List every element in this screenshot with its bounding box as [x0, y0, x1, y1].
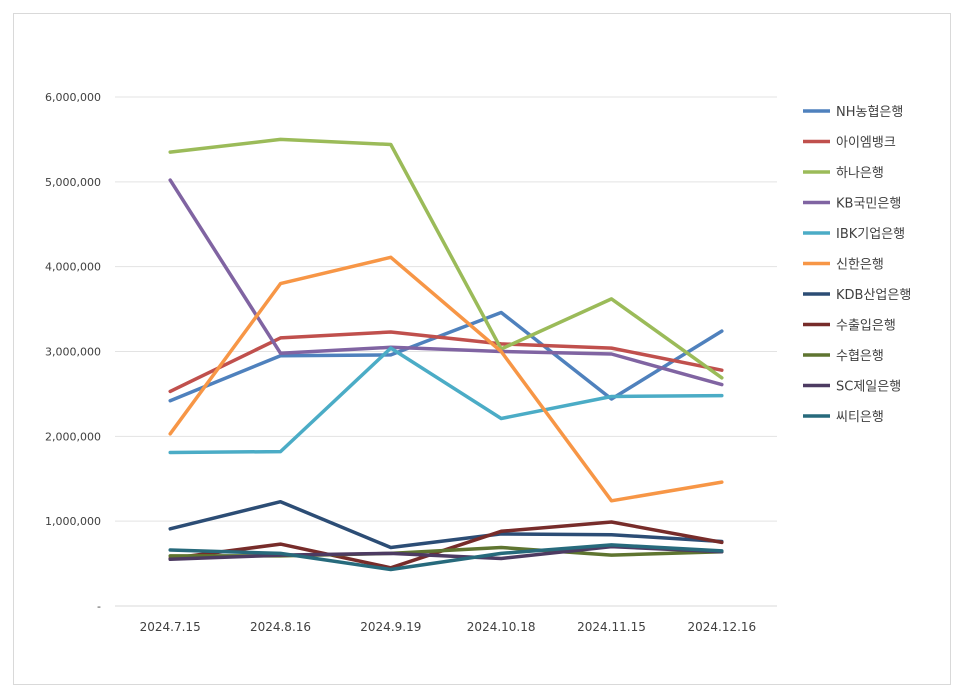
x-tick-label: 2024.11.15: [577, 620, 646, 634]
legend-label: 아이엠뱅크: [836, 136, 896, 151]
y-tick-label: 6,000,000: [45, 91, 101, 104]
y-tick-label: 4,000,000: [45, 261, 101, 274]
series-line-10: [168, 543, 724, 572]
legend-label: IBK기업은행: [836, 226, 905, 242]
series-line-6: [168, 499, 724, 550]
legend-label: 신한은행: [836, 257, 884, 273]
legend-label: KB국민은행: [836, 196, 901, 212]
y-tick-label: 3,000,000: [45, 346, 101, 359]
series-line-5: [168, 255, 724, 503]
legend-label: 하나은행: [836, 165, 884, 181]
series-line-0: [168, 310, 724, 403]
chart-frame: [13, 13, 951, 685]
gridlines: [115, 96, 777, 607]
series-line-3: [168, 178, 724, 387]
x-tick-label: 2024.7.15: [140, 620, 201, 634]
x-tick-label: 2024.10.18: [467, 620, 536, 634]
y-tick-label: 1,000,000: [45, 515, 101, 528]
x-tick-label: 2024.9.19: [360, 620, 421, 634]
series-lines: [168, 137, 724, 572]
x-tick-label: 2024.8.16: [250, 620, 311, 634]
legend-label: KDB산업은행: [836, 287, 911, 303]
legend-label: SC제일은행: [836, 379, 901, 395]
series-line-1: [168, 330, 724, 394]
legend-label: 수협은행: [836, 348, 884, 364]
y-tick-label: 5,000,000: [45, 176, 101, 189]
legend-label: NH농협은행: [836, 104, 903, 120]
y-axis-ticks: - 1,000,000 2,000,000 3,000,000 4,000,000 5,0…: [45, 91, 101, 613]
series-line-4: [168, 346, 724, 455]
x-tick-label: 2024.12.16: [687, 620, 756, 634]
legend-label: 씨티은행: [836, 409, 884, 425]
series-line-2: [168, 137, 724, 380]
y-tick-label: -: [97, 600, 101, 613]
x-axis-ticks: 2024.7.15 2024.8.16 2024.9.19 2024.10.18 202…: [140, 620, 757, 634]
y-tick-label: 2,000,000: [45, 430, 101, 443]
legend-label: 수출입은행: [836, 318, 896, 334]
